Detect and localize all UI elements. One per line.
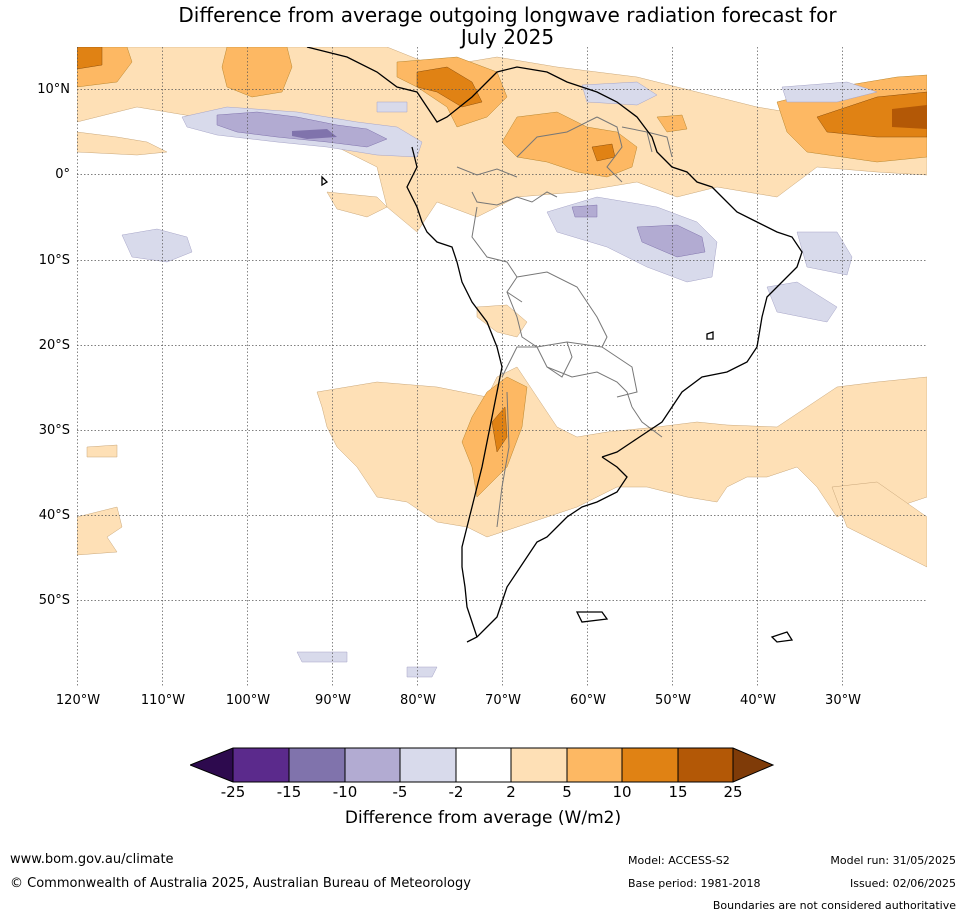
colorbar-swatch-3 [345,748,400,782]
map-canvas [77,47,927,686]
colorbar-tick-label: 15 [668,783,688,801]
colorbar-title: Difference from average (W/m2) [344,808,622,828]
lon-label-90w: 90°W [315,693,351,708]
colorbar-swatch-below [190,748,233,782]
country-borders [456,116,673,528]
colorbar-swatch-above [733,748,773,782]
lon-label-80w: 80°W [400,693,436,708]
colorbar-swatch-7 [567,748,622,782]
lat-label-20s: 20°S [38,338,70,353]
colorbar-tick-label: 25 [723,783,743,801]
colorbar-dividers [232,748,734,782]
lat-label-40s: 40°S [38,508,70,523]
lon-label-100w: 100°W [225,693,271,708]
colorbar-swatch-8 [622,748,678,782]
colorbar [190,747,775,783]
lon-label-50w: 50°W [655,693,691,708]
lon-label-110w: 110°W [140,693,186,708]
colorbar-tick-label: -25 [220,783,246,801]
coastline [306,47,803,643]
colorbar-tick-label: -2 [448,783,464,801]
anomaly-dark-purple-regions [292,129,337,139]
title-line-1: Difference from average outgoing longwav… [178,3,837,27]
base-period-text: Base period: 1981-2018 [628,877,761,890]
colorbar-swatch-4 [400,748,456,782]
lat-label-0: 0° [55,167,70,182]
colorbar-tick-label: 10 [612,783,632,801]
model-text: Model: ACCESS-S2 [628,854,730,867]
colorbar-swatch-5 [456,748,511,782]
colorbar-tick-label: -10 [332,783,358,801]
lon-label-120w: 120°W [55,693,101,708]
colorbar-swatch-2 [289,748,345,782]
lat-label-50s: 50°S [38,593,70,608]
lat-label-10s: 10°S [38,253,70,268]
map-title: Difference from average outgoing longwav… [0,4,965,48]
lon-label-30w: 30°W [825,693,861,708]
colorbar-tick-label: -15 [276,783,302,801]
anomaly-purple-regions [216,111,706,258]
anomaly-brown-regions [892,105,927,129]
lat-label-30s: 30°S [38,423,70,438]
lon-label-70w: 70°W [485,693,521,708]
lon-label-60w: 60°W [570,693,606,708]
disclaimer-text: Boundaries are not considered authoritat… [712,899,956,912]
model-run-text: Model run: 31/05/2025 [830,854,956,867]
website-link[interactable]: www.bom.gov.au/climate [10,852,174,867]
lat-label-10n: 10°N [37,82,70,97]
lon-label-40w: 40°W [740,693,776,708]
colorbar-tick-label: -5 [392,783,408,801]
colorbar-swatch-1 [233,748,289,782]
colorbar-swatch-9 [678,748,733,782]
title-line-2: July 2025 [460,25,555,49]
graticule [77,47,927,686]
colorbar-tick-label: 5 [562,783,572,801]
colorbar-tick-label: 2 [506,783,516,801]
colorbar-swatch-6 [511,748,567,782]
copyright-text: © Commonwealth of Australia 2025, Austra… [10,876,471,891]
map-area [77,47,927,686]
issued-text: Issued: 02/06/2025 [849,877,956,890]
